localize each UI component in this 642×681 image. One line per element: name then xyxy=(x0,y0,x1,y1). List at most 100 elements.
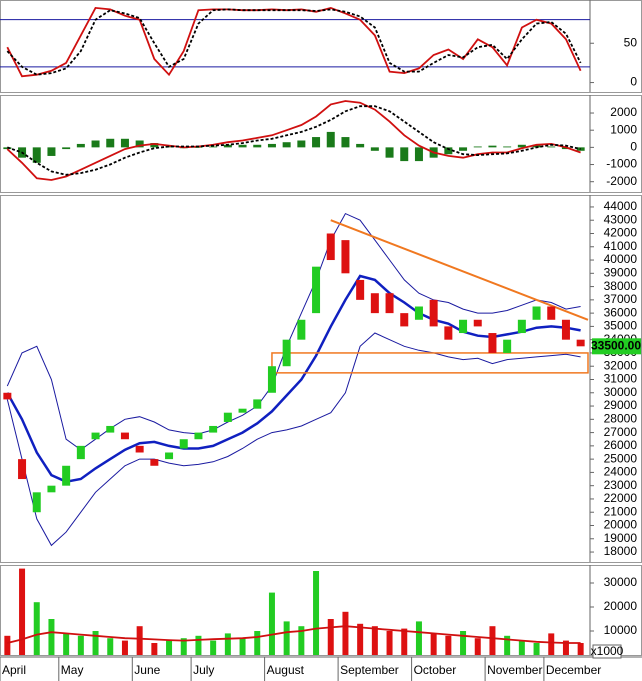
panel-frame xyxy=(0,195,642,563)
volume-bar xyxy=(63,633,70,655)
candle xyxy=(473,319,482,327)
y-tick-label: 18000 xyxy=(604,544,638,558)
y-tick-label: 30000 xyxy=(604,575,638,589)
histogram-bar xyxy=(91,140,100,148)
y-tick-label: 0 xyxy=(630,75,637,89)
histogram-bar xyxy=(473,146,482,148)
volume-bar xyxy=(107,638,114,655)
candle xyxy=(179,439,188,449)
band-line xyxy=(6,274,581,483)
y-tick-label: 27000 xyxy=(604,425,638,439)
histogram-bar xyxy=(76,143,85,148)
macd-line xyxy=(6,100,581,181)
y-tick-label: 26000 xyxy=(604,438,638,452)
volume-bar xyxy=(48,619,55,655)
x-tick-label: October xyxy=(414,663,457,677)
volume-bar xyxy=(460,631,467,655)
histogram-bar xyxy=(459,147,468,151)
support-zone xyxy=(271,352,589,374)
candle xyxy=(91,432,100,440)
candle xyxy=(532,306,541,320)
volume-bar xyxy=(19,568,26,655)
y-tick-label: 23000 xyxy=(604,478,638,492)
candle xyxy=(253,399,262,409)
band-line xyxy=(6,332,581,547)
x-tick-label: July xyxy=(193,663,214,677)
panel-frame xyxy=(0,0,642,93)
histogram-bar xyxy=(297,140,306,148)
last-price-box xyxy=(592,338,641,355)
volume-bar xyxy=(298,626,305,655)
volume-bar xyxy=(4,635,11,655)
x-tick-label: November xyxy=(487,663,542,677)
y-tick-label: 44000 xyxy=(604,199,638,213)
candle xyxy=(165,452,174,460)
volume-bar xyxy=(313,571,320,655)
volume-bar xyxy=(210,640,217,655)
candle xyxy=(32,492,41,513)
histogram-bar xyxy=(503,146,512,148)
candle xyxy=(209,425,218,433)
histogram-bar xyxy=(547,146,556,148)
histogram-bar xyxy=(517,144,526,148)
y-tick-label: 24000 xyxy=(604,465,638,479)
stochastic-line xyxy=(6,8,582,76)
histogram-bar xyxy=(488,145,497,148)
volume-bar xyxy=(195,635,202,655)
volume-bar xyxy=(445,635,452,655)
candle xyxy=(135,445,144,453)
y-tick-label: 2000 xyxy=(610,105,637,119)
candle xyxy=(326,233,335,261)
candle xyxy=(47,485,56,493)
volume-bar xyxy=(518,640,525,655)
candle xyxy=(3,392,12,400)
histogram-bar xyxy=(135,140,144,148)
y-tick-label: -1000 xyxy=(606,157,637,171)
histogram-bar xyxy=(312,137,321,148)
candle xyxy=(282,339,291,367)
y-tick-label: 28000 xyxy=(604,411,638,425)
candle xyxy=(429,299,438,327)
histogram-bar xyxy=(356,143,365,148)
y-tick-label: 37000 xyxy=(604,292,638,306)
y-tick-label: 21000 xyxy=(604,504,638,518)
volume-bar xyxy=(401,628,408,655)
candle xyxy=(576,339,585,347)
y-tick-label: 35000 xyxy=(604,319,638,333)
histogram-bar xyxy=(32,147,41,163)
volume-bar xyxy=(151,643,158,655)
candle xyxy=(194,432,203,440)
histogram-bar xyxy=(120,138,129,148)
volume-bar xyxy=(268,592,275,655)
histogram-bar xyxy=(370,147,379,151)
candle xyxy=(106,425,115,433)
volume-bar xyxy=(224,633,231,655)
volume-bar xyxy=(357,623,364,655)
trend-line xyxy=(330,219,589,321)
y-tick-label: 31000 xyxy=(604,372,638,386)
y-tick-label: 22000 xyxy=(604,491,638,505)
volume-bar xyxy=(254,631,261,655)
volume-bar xyxy=(430,633,437,655)
candle xyxy=(120,432,129,440)
y-tick-label: 30000 xyxy=(604,385,638,399)
candle xyxy=(267,366,276,393)
volume-bar xyxy=(77,635,84,655)
volume-bar xyxy=(533,643,540,655)
y-tick-label: 39000 xyxy=(604,265,638,279)
y-tick-label: 25000 xyxy=(604,451,638,465)
volume-bar xyxy=(371,626,378,655)
volume-bar xyxy=(92,631,99,655)
x-tick-label: June xyxy=(134,663,160,677)
candle xyxy=(517,319,526,334)
y-tick-label: 29000 xyxy=(604,398,638,412)
y-tick-label: 38000 xyxy=(604,279,638,293)
x-tick-label: September xyxy=(340,663,399,677)
band-line xyxy=(6,212,581,451)
volume-bar xyxy=(33,602,40,655)
candle xyxy=(238,408,247,413)
candle xyxy=(356,279,365,300)
y-tick-label: -2000 xyxy=(606,174,637,188)
volume-bar xyxy=(166,640,173,655)
